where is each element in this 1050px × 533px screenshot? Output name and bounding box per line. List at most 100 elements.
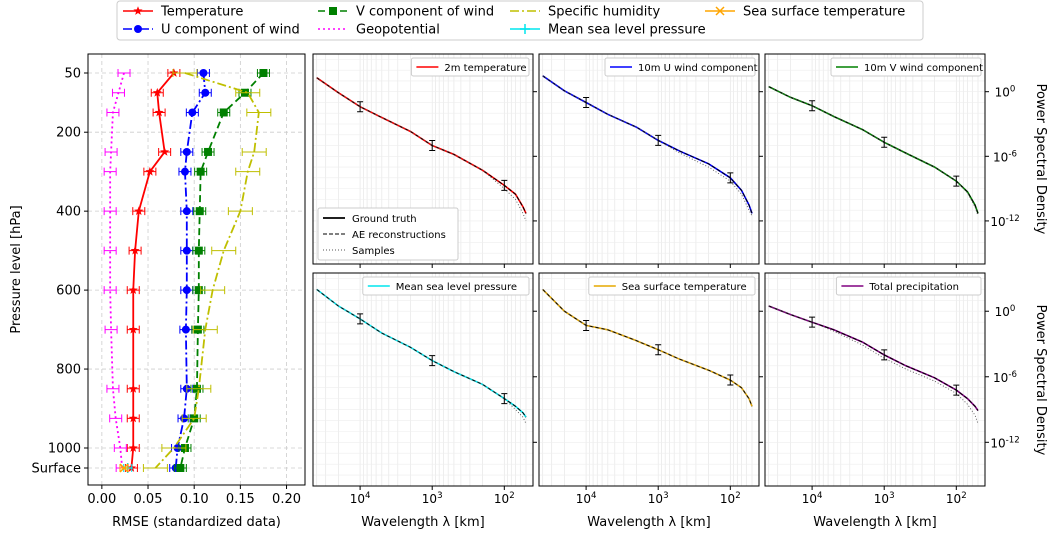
psd-frame [764, 53, 986, 265]
psd-panel: Sea surface temperature 104 103 102 [538, 272, 763, 506]
error-bar [161, 444, 187, 452]
rmse-series [169, 69, 212, 472]
legend-item: Sea surface temperature [705, 5, 905, 20]
x-tick-label: 102 [494, 491, 515, 506]
error-bar [186, 384, 212, 393]
x-tick-label: 0.00 [87, 492, 116, 507]
legend-label: U component of wind [161, 23, 300, 38]
rmse-series [103, 69, 131, 472]
error-bar [111, 88, 125, 97]
legend-item: Specific humidity [510, 5, 660, 20]
rmse-point [128, 324, 138, 334]
psd-error-bar [429, 355, 436, 367]
rmse-point [130, 245, 140, 255]
rmse-point [181, 325, 190, 334]
y-tick-label: 200 [56, 126, 81, 141]
psd-panel: Mean sea level pressure 104 103 102 [312, 272, 537, 506]
psd-error-bar [655, 344, 662, 356]
psd-error-bar [953, 175, 960, 187]
samples-line [768, 86, 979, 216]
samples-line [316, 77, 527, 222]
x-tick-label: 102 [946, 491, 967, 506]
error-bar [109, 414, 123, 423]
y-tick-label: 100 [995, 304, 1016, 319]
legend-item: Temperature [123, 5, 243, 20]
ae-reconstruction-line [542, 289, 753, 407]
rmse-point [176, 464, 185, 472]
error-bar [227, 207, 253, 216]
error-bar [103, 286, 117, 295]
legend-item: Mean sea level pressure [510, 23, 706, 38]
error-bar [142, 464, 168, 472]
error-bar [103, 207, 117, 216]
psd-frame [538, 272, 760, 487]
rmse-point [188, 108, 197, 117]
panel-legend [588, 276, 756, 296]
legend-marker [133, 6, 143, 15]
rmse-frame [87, 53, 306, 486]
legend-marker [715, 6, 725, 16]
rmse-point [128, 285, 138, 294]
rmse-series [119, 463, 129, 473]
error-bar [104, 325, 118, 334]
ae-reconstruction-line [768, 305, 979, 411]
legend-item: U component of wind [123, 23, 300, 38]
y-tick-label: 1000 [48, 442, 81, 457]
rmse-point [182, 246, 191, 255]
legend-item: Geopotential [318, 23, 440, 38]
error-bar [103, 167, 117, 176]
x-tick-label: 104 [576, 491, 597, 506]
ground-truth-line [542, 288, 753, 407]
psd-error-bar [583, 96, 590, 108]
inner-legend-label: Ground truth [352, 214, 417, 225]
psd-frame [764, 272, 986, 487]
legend-label: V component of wind [356, 5, 494, 20]
psd-error-bar [655, 134, 662, 146]
error-bar [241, 147, 267, 156]
panel-legend-label: Mean sea level pressure [396, 282, 517, 293]
psd-frame [312, 53, 534, 265]
error-bar [235, 88, 261, 97]
inner-legend-label: AE reconstructions [352, 230, 446, 241]
samples-line [768, 305, 979, 424]
rmse-point [160, 147, 170, 156]
x-tick-label: 104 [350, 491, 371, 506]
error-bar [103, 246, 117, 255]
psd-error-bar [953, 384, 960, 396]
rmse-point [145, 166, 155, 176]
psd-error-bar [809, 316, 816, 328]
panel-legend [835, 276, 982, 296]
psd-error-bar [501, 179, 508, 191]
x-tick-label: 0.20 [272, 492, 301, 507]
x-tick-label: 0.05 [134, 492, 163, 507]
y-tick-label: 10-12 [990, 214, 1019, 229]
rmse-point [201, 88, 210, 97]
x-tick-label: 103 [648, 491, 669, 506]
error-bar [106, 384, 120, 393]
rmse-point [128, 443, 138, 452]
panel-legend [830, 57, 982, 77]
rmse-point [194, 246, 203, 255]
error-bar [117, 69, 131, 77]
psd-error-bar [727, 374, 734, 386]
x-tick-label: 102 [720, 491, 741, 506]
y-tick-label: 400 [56, 205, 81, 220]
psd-error-bar [881, 349, 888, 361]
rmse-point [152, 87, 162, 97]
legend-marker [134, 25, 142, 33]
error-bar [172, 69, 198, 77]
x-tick-label: 0.15 [226, 492, 255, 507]
x-tick-label: 0.10 [180, 492, 209, 507]
legend-label: Mean sea level pressure [548, 23, 706, 38]
psd-error-bar [429, 140, 436, 152]
rmse-point [195, 207, 204, 216]
legend-label: Geopotential [356, 23, 440, 38]
rmse-point [182, 286, 191, 295]
rmse-point [119, 463, 129, 473]
panel-legend [362, 276, 530, 296]
rmse-point [259, 69, 268, 77]
panel-legend-label: 10m U wind component [638, 63, 758, 74]
psd-error-bar [501, 393, 508, 405]
y-tick-label: Surface [31, 462, 81, 477]
rmse-series [142, 69, 272, 472]
